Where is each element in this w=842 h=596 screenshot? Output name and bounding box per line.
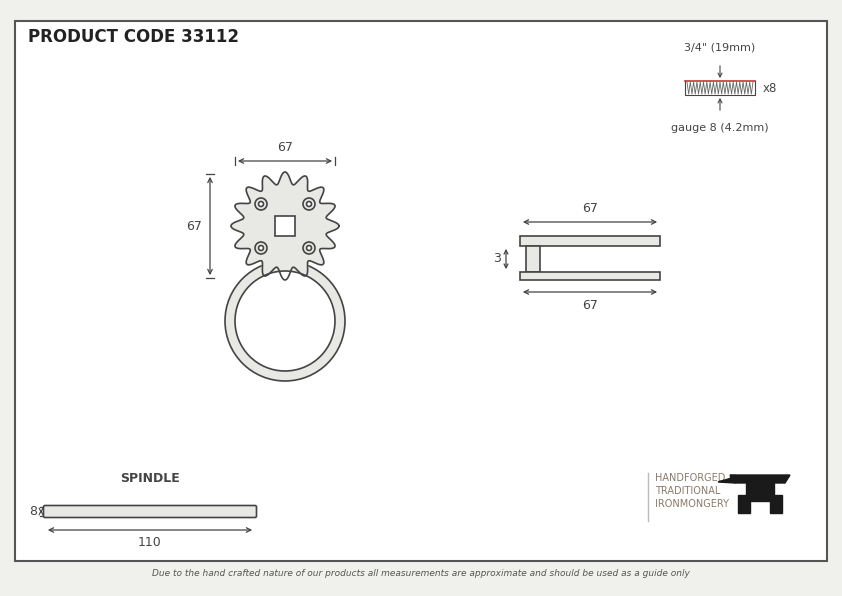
Circle shape bbox=[255, 242, 267, 254]
Text: 67: 67 bbox=[582, 299, 598, 312]
Circle shape bbox=[258, 246, 264, 250]
Text: 8: 8 bbox=[29, 505, 37, 518]
Text: 110: 110 bbox=[138, 536, 162, 549]
Polygon shape bbox=[730, 475, 790, 483]
Text: 3: 3 bbox=[493, 253, 501, 265]
Text: SPINDLE: SPINDLE bbox=[120, 472, 180, 485]
Polygon shape bbox=[738, 495, 782, 501]
Circle shape bbox=[225, 261, 345, 381]
Circle shape bbox=[255, 198, 267, 210]
Text: x8: x8 bbox=[763, 82, 777, 95]
Text: 67: 67 bbox=[582, 202, 598, 215]
Polygon shape bbox=[770, 501, 782, 513]
Polygon shape bbox=[746, 483, 774, 495]
Text: TRADITIONAL: TRADITIONAL bbox=[655, 486, 721, 496]
Text: 67: 67 bbox=[186, 219, 202, 232]
Polygon shape bbox=[730, 475, 735, 479]
Bar bbox=[520, 236, 660, 246]
Text: 3/4" (19mm): 3/4" (19mm) bbox=[685, 43, 755, 53]
Circle shape bbox=[258, 201, 264, 206]
Bar bbox=[526, 246, 540, 272]
FancyBboxPatch shape bbox=[44, 505, 257, 517]
Circle shape bbox=[306, 246, 312, 250]
Text: Due to the hand crafted nature of our products all measurements are approximate : Due to the hand crafted nature of our pr… bbox=[152, 570, 690, 579]
Text: HANDFORGED: HANDFORGED bbox=[655, 473, 725, 483]
Bar bbox=[275, 216, 295, 236]
Text: PRODUCT CODE 33112: PRODUCT CODE 33112 bbox=[28, 28, 239, 46]
Circle shape bbox=[306, 201, 312, 206]
Polygon shape bbox=[738, 501, 750, 513]
Circle shape bbox=[303, 242, 315, 254]
Circle shape bbox=[303, 198, 315, 210]
Text: 67: 67 bbox=[277, 141, 293, 154]
Polygon shape bbox=[718, 477, 735, 483]
Bar bbox=[520, 272, 660, 280]
Polygon shape bbox=[231, 172, 339, 280]
Text: IRONMONGERY: IRONMONGERY bbox=[655, 499, 729, 509]
Circle shape bbox=[235, 271, 335, 371]
Text: gauge 8 (4.2mm): gauge 8 (4.2mm) bbox=[671, 123, 769, 133]
